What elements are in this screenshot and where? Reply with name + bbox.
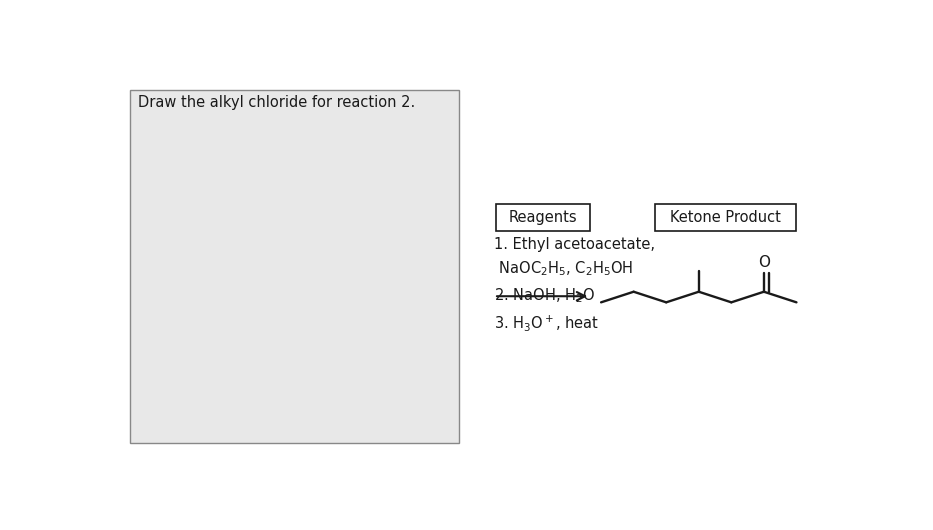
Text: Ketone Product: Ketone Product <box>671 210 781 225</box>
FancyBboxPatch shape <box>130 90 459 443</box>
FancyBboxPatch shape <box>655 205 797 231</box>
Text: O: O <box>758 255 770 270</box>
Text: 1. Ethyl acetoacetate,
 NaOC$_2$H$_5$, C$_2$H$_5$OH
2. NaOH, H$_2$O
3. H$_3$O$^+: 1. Ethyl acetoacetate, NaOC$_2$H$_5$, C$… <box>494 237 655 333</box>
Text: Reagents: Reagents <box>508 210 578 225</box>
FancyBboxPatch shape <box>496 205 591 231</box>
Text: Draw the alkyl chloride for reaction 2.: Draw the alkyl chloride for reaction 2. <box>138 95 415 110</box>
